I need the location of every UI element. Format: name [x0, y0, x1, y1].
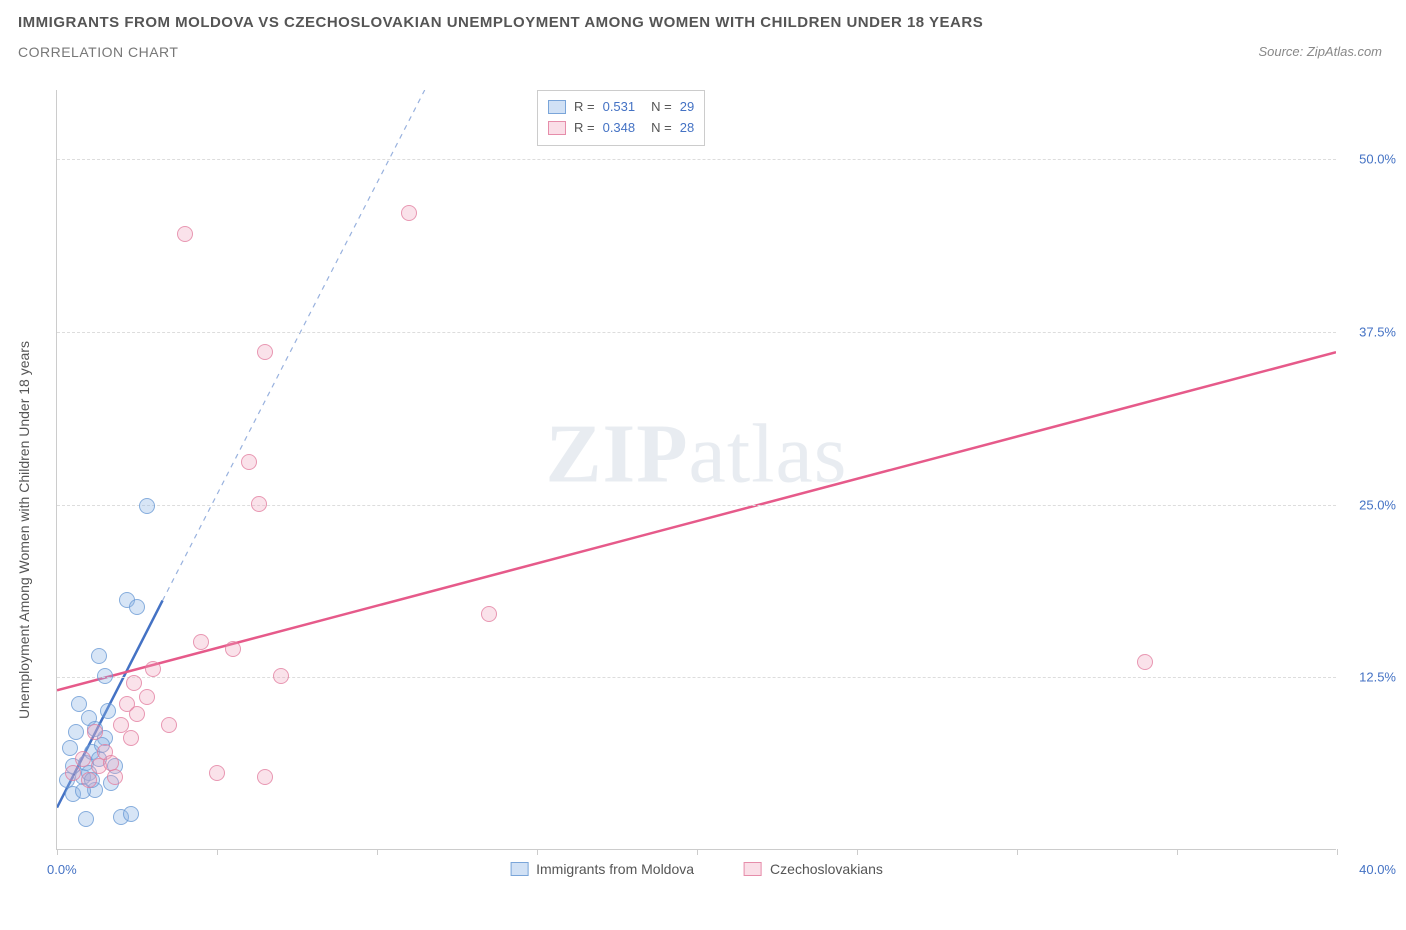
chart-title: IMMIGRANTS FROM MOLDOVA VS CZECHOSLOVAKI… — [18, 14, 983, 31]
legend-label-moldova: Immigrants from Moldova — [536, 861, 694, 877]
data-point — [107, 769, 123, 785]
r-label: R = — [574, 118, 595, 139]
chart-subtitle: CORRELATION CHART — [18, 44, 178, 60]
n-label: N = — [651, 118, 672, 139]
x-tick — [537, 849, 538, 855]
data-point — [209, 765, 225, 781]
r-value-czech: 0.348 — [603, 118, 636, 139]
x-tick — [1017, 849, 1018, 855]
y-tick-label: 37.5% — [1359, 324, 1396, 339]
r-value-moldova: 0.531 — [603, 97, 636, 118]
data-point — [177, 226, 193, 242]
y-tick-label: 50.0% — [1359, 152, 1396, 167]
source-attribution: Source: ZipAtlas.com — [1258, 44, 1382, 59]
data-point — [225, 641, 241, 657]
legend-item-czech: Czechoslovakians — [744, 861, 883, 877]
x-axis-min-label: 0.0% — [47, 862, 77, 877]
r-label: R = — [574, 97, 595, 118]
legend-item-moldova: Immigrants from Moldova — [510, 861, 694, 877]
data-point — [193, 634, 209, 650]
watermark-bold: ZIP — [546, 408, 689, 501]
data-point — [65, 765, 81, 781]
x-tick — [697, 849, 698, 855]
swatch-blue — [510, 862, 528, 876]
legend-row-moldova: R = 0.531 N = 29 — [548, 97, 694, 118]
data-point — [129, 599, 145, 615]
swatch-blue — [548, 100, 566, 114]
data-point — [139, 498, 155, 514]
data-point — [257, 769, 273, 785]
data-point — [401, 205, 417, 221]
gridline — [57, 677, 1336, 678]
gridline — [57, 159, 1336, 160]
data-point — [75, 751, 91, 767]
data-point — [241, 454, 257, 470]
x-tick — [1337, 849, 1338, 855]
data-point — [161, 717, 177, 733]
y-axis-label: Unemployment Among Women with Children U… — [16, 341, 32, 719]
data-point — [481, 606, 497, 622]
x-tick — [217, 849, 218, 855]
swatch-pink — [744, 862, 762, 876]
y-tick-label: 12.5% — [1359, 670, 1396, 685]
n-label: N = — [651, 97, 672, 118]
data-point — [78, 811, 94, 827]
data-point — [145, 661, 161, 677]
data-point — [81, 772, 97, 788]
series-legend: Immigrants from Moldova Czechoslovakians — [510, 861, 883, 877]
data-point — [251, 496, 267, 512]
x-tick — [377, 849, 378, 855]
data-point — [273, 668, 289, 684]
n-value-moldova: 29 — [680, 97, 694, 118]
data-point — [139, 689, 155, 705]
x-tick — [857, 849, 858, 855]
watermark: ZIPatlas — [546, 406, 848, 503]
legend-label-czech: Czechoslovakians — [770, 861, 883, 877]
data-point — [1137, 654, 1153, 670]
data-point — [129, 706, 145, 722]
data-point — [257, 344, 273, 360]
swatch-pink — [548, 121, 566, 135]
data-point — [123, 730, 139, 746]
data-point — [91, 648, 107, 664]
plot-area: ZIPatlas R = 0.531 N = 29 R = 0.348 N = … — [56, 90, 1336, 850]
data-point — [103, 755, 119, 771]
y-tick-label: 25.0% — [1359, 497, 1396, 512]
x-tick — [57, 849, 58, 855]
correlation-legend: R = 0.531 N = 29 R = 0.348 N = 28 — [537, 90, 705, 146]
gridline — [57, 332, 1336, 333]
x-tick — [1177, 849, 1178, 855]
data-point — [126, 675, 142, 691]
data-point — [123, 806, 139, 822]
watermark-rest: atlas — [689, 408, 848, 501]
data-point — [100, 703, 116, 719]
n-value-czech: 28 — [680, 118, 694, 139]
data-point — [87, 724, 103, 740]
chart-container: Unemployment Among Women with Children U… — [0, 80, 1406, 900]
gridline — [57, 505, 1336, 506]
x-axis-max-label: 40.0% — [1359, 862, 1396, 877]
data-point — [97, 668, 113, 684]
legend-row-czech: R = 0.348 N = 28 — [548, 118, 694, 139]
data-point — [68, 724, 84, 740]
